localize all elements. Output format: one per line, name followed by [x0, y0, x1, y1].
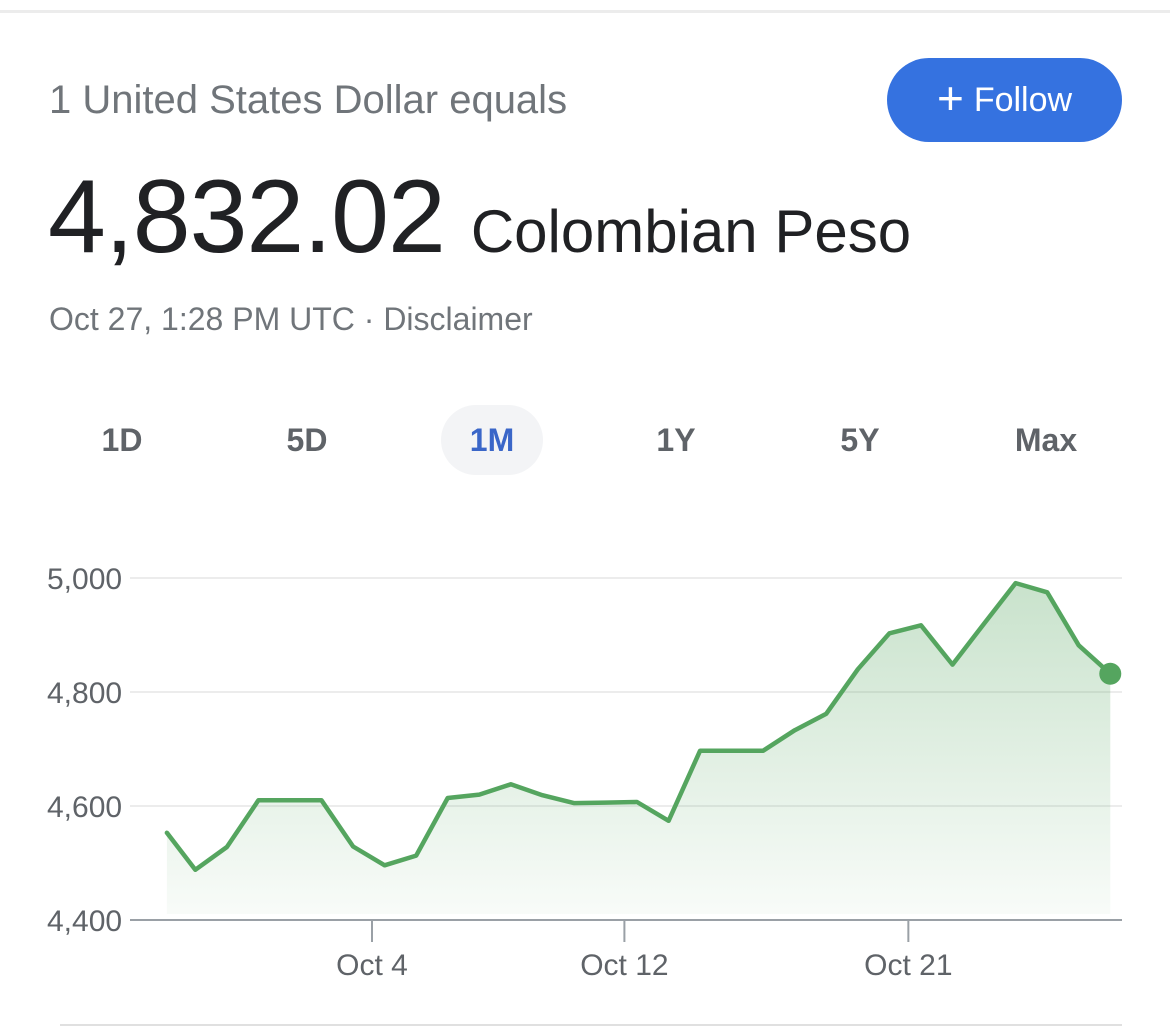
- tab-1y[interactable]: 1Y: [656, 421, 696, 458]
- bottom-divider: [60, 1024, 1122, 1026]
- follow-label: Follow: [973, 80, 1073, 119]
- rate-timestamp: Oct 27, 1:28 PM UTC: [49, 301, 355, 337]
- y-tick-label: 5,000: [47, 563, 122, 596]
- plus-icon: +: [936, 72, 964, 124]
- tab-5d[interactable]: 5D: [286, 421, 328, 458]
- time-range-tabs: 1D 5D 1M 1Y 5Y Max: [30, 405, 1140, 475]
- follow-button[interactable]: + Follow: [887, 58, 1122, 142]
- chart-area-fill: [166, 583, 1111, 914]
- exchange-rate-value: 4,832.02: [48, 159, 446, 275]
- top-divider: [0, 10, 1170, 13]
- y-tick-label: 4,800: [47, 677, 122, 710]
- current-value-dot: [1099, 662, 1122, 685]
- x-tick-label: Oct 21: [864, 949, 952, 982]
- disclaimer-link[interactable]: Disclaimer: [383, 301, 533, 337]
- y-tick-label: 4,600: [47, 791, 122, 824]
- tab-5y[interactable]: 5Y: [840, 421, 880, 458]
- x-tick-label: Oct 12: [580, 949, 668, 982]
- rate-metadata: Oct 27, 1:28 PM UTC · Disclaimer: [49, 301, 533, 338]
- exchange-rate-chart: 5,000 4,800 4,600 4,400 Oct 4 Oct 12 Oct 21: [47, 563, 1122, 982]
- chart-series-line: [164, 580, 1113, 873]
- conversion-headline: 1 United States Dollar equals: [49, 78, 568, 122]
- rate-row: 4,832.02 Colombian Peso: [48, 158, 911, 277]
- tab-1d[interactable]: 1D: [101, 421, 143, 458]
- target-currency-name: Colombian Peso: [470, 198, 912, 265]
- y-tick-label: 4,400: [47, 905, 122, 938]
- tab-max[interactable]: Max: [1014, 421, 1078, 458]
- meta-separator: ·: [363, 301, 375, 337]
- x-tick-label: Oct 4: [336, 949, 408, 982]
- tab-1m[interactable]: 1M: [441, 405, 543, 475]
